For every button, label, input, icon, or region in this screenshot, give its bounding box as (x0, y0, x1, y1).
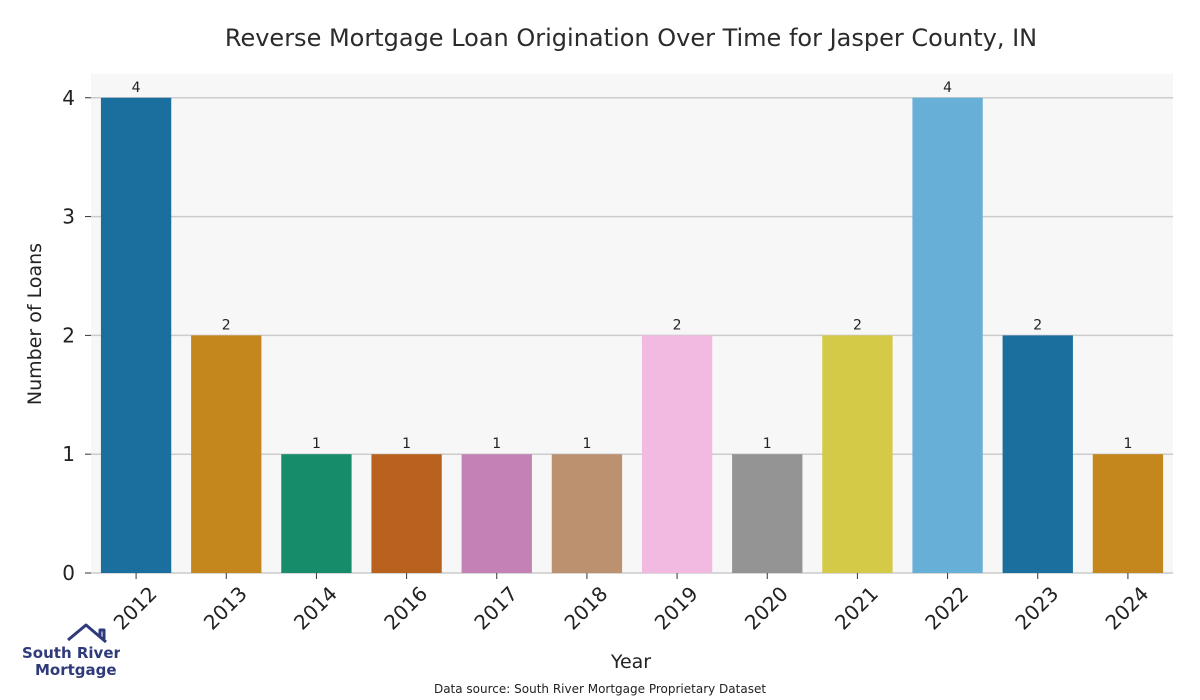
gridlines (91, 97, 1173, 574)
data-labels: 4 2 1 1 1 1 2 1 2 4 2 1 (132, 80, 1133, 452)
bar-2022 (912, 97, 983, 573)
x-tick-label-2024: 2024 (1100, 582, 1153, 635)
data-label-2020: 1 (763, 436, 772, 452)
logo-line-1: South River (22, 644, 120, 662)
data-label-2024: 1 (1123, 436, 1132, 452)
bar-2017 (461, 454, 532, 573)
x-tick-label-2022: 2022 (920, 582, 973, 635)
data-source-note: Data source: South River Mortgage Propri… (434, 682, 766, 696)
data-label-2016: 1 (402, 436, 411, 452)
bar-2023 (1002, 335, 1073, 573)
bar-2024 (1092, 454, 1164, 573)
data-label-2019: 2 (673, 317, 682, 333)
y-tick-label: 1 (62, 442, 75, 466)
x-axis-label: Year (610, 651, 651, 673)
y-tick-label: 2 (62, 323, 75, 347)
bars (100, 97, 1164, 573)
bar-2020 (732, 454, 803, 573)
x-tick-labels: 2012 2013 2014 2016 2017 2018 2019 2020 2021 2022… (109, 573, 1153, 635)
south-river-mortgage-logo: South River Mortgage (22, 623, 120, 679)
data-label-2017: 1 (492, 436, 501, 452)
bar-2016 (371, 454, 442, 573)
y-tick-label: 3 (62, 205, 75, 229)
bar-2018 (551, 454, 623, 573)
data-label-2013: 2 (222, 317, 231, 333)
logo-line-2: Mortgage (35, 661, 117, 679)
plot-area (91, 74, 1173, 573)
data-label-2022: 4 (943, 80, 952, 96)
x-tick-label-2019: 2019 (650, 582, 703, 635)
x-tick-label-2023: 2023 (1010, 582, 1063, 635)
house-roof-icon (67, 623, 107, 644)
data-label-2023: 2 (1033, 317, 1042, 333)
x-tick-label-2018: 2018 (559, 582, 612, 635)
y-axis-label: Number of Loans (24, 243, 46, 405)
x-tick-label-2013: 2013 (199, 582, 252, 635)
chart-title: Reverse Mortgage Loan Origination Over T… (225, 24, 1037, 52)
y-tick-label: 0 (62, 561, 75, 585)
x-tick-label-2021: 2021 (830, 582, 883, 635)
data-label-2014: 1 (312, 436, 321, 452)
bar-2012 (100, 97, 172, 573)
x-tick-label-2020: 2020 (740, 582, 793, 635)
data-label-2021: 2 (853, 317, 862, 333)
data-label-2012: 4 (132, 80, 141, 96)
y-tick-labels: 0 1 2 3 4 (62, 86, 91, 585)
x-tick-label-2014: 2014 (289, 582, 342, 635)
bar-2021 (822, 335, 893, 573)
data-label-2018: 1 (582, 436, 591, 452)
x-tick-label-2017: 2017 (469, 582, 522, 635)
bar-2019 (641, 335, 713, 573)
y-tick-label: 4 (62, 86, 75, 110)
bar-2014 (281, 454, 352, 573)
x-tick-label-2016: 2016 (379, 582, 432, 635)
bar-2013 (191, 335, 262, 573)
